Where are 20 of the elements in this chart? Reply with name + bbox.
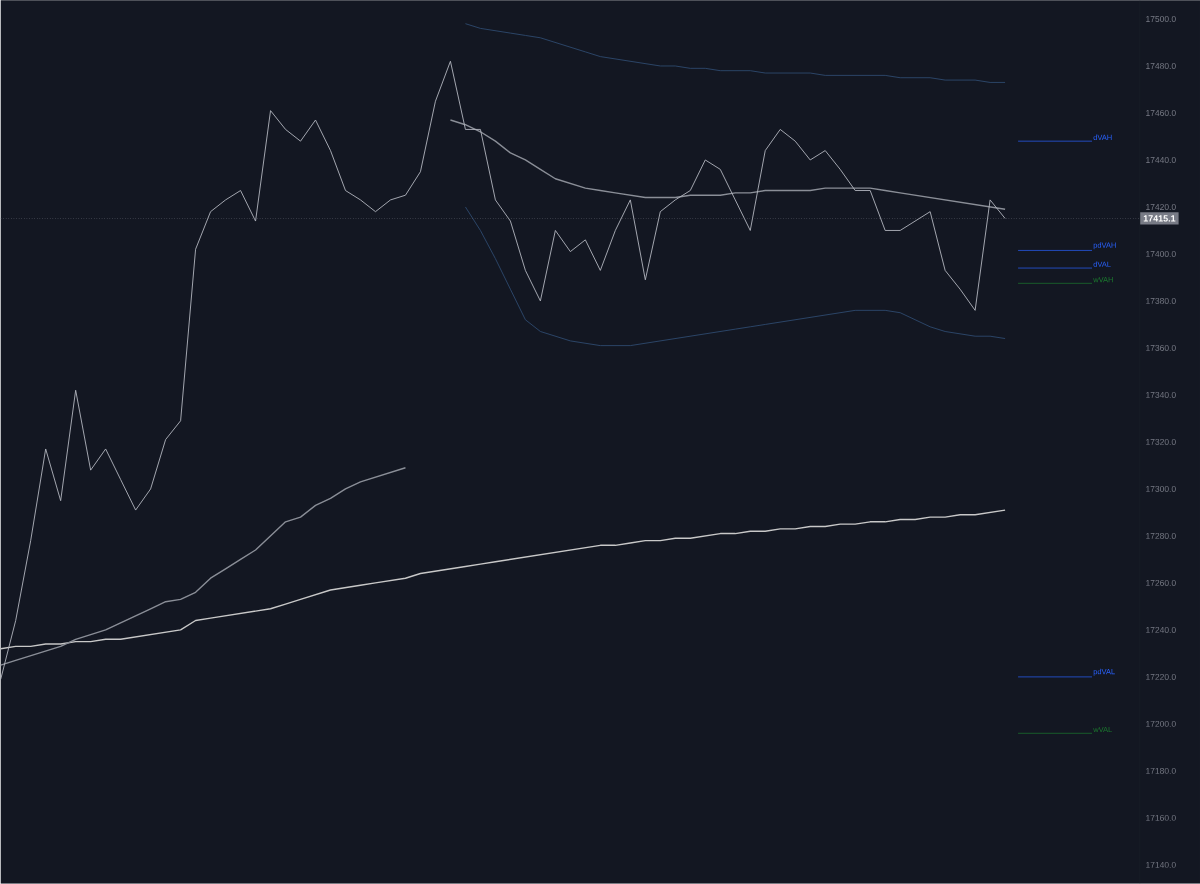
y-tick-label: 17360.0: [1146, 345, 1176, 351]
y-tick-label: 17220.0: [1146, 673, 1176, 680]
y-tick-label: 17300.0: [1146, 486, 1176, 492]
y-tick-label: 17140.0: [1146, 861, 1176, 868]
y-tick-label: 17500.0: [1146, 16, 1176, 23]
y-tick-label: 17240.0: [1146, 626, 1176, 633]
y-tick-label: 17180.0: [1146, 767, 1176, 774]
y-tick-label: 17320.0: [1146, 439, 1176, 445]
y-tick-label: 17160.0: [1146, 814, 1176, 821]
y-tick-label: 17340.0: [1146, 392, 1176, 398]
y-tick-label: 17400.0: [1146, 251, 1176, 258]
y-tick-label: 17280.0: [1146, 532, 1176, 539]
y-tick-label: 17440.0: [1146, 157, 1176, 164]
y-tick-label: 17200.0: [1146, 720, 1176, 727]
y-tick-label: 17420.0: [1146, 204, 1176, 211]
y-tick-label: 17460.0: [1146, 110, 1176, 117]
ref-line-label: 17415.1: [1143, 215, 1176, 222]
y-tick-label: 17480.0: [1146, 63, 1176, 70]
y-tick-label: 17260.0: [1146, 579, 1176, 586]
y-tick-label: 17380.0: [1146, 298, 1176, 304]
